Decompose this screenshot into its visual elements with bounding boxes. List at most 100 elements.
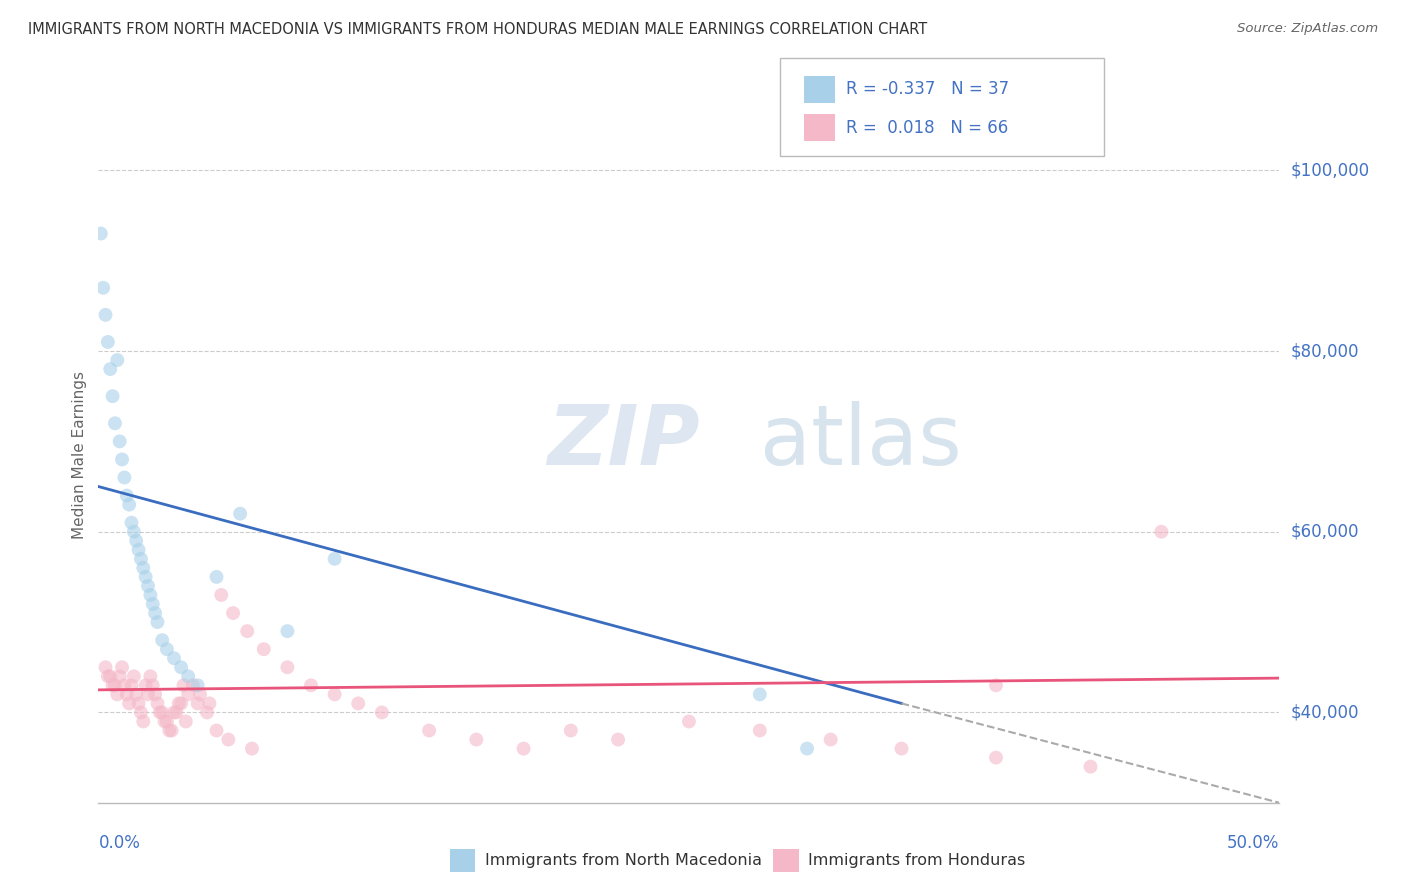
Point xyxy=(890,741,912,756)
Point xyxy=(163,651,186,665)
Point xyxy=(122,669,145,683)
Point xyxy=(156,714,179,729)
Point xyxy=(128,542,150,557)
Text: ZIP: ZIP xyxy=(547,401,700,482)
Point xyxy=(129,551,152,566)
Text: IMMIGRANTS FROM NORTH MACEDONIA VS IMMIGRANTS FROM HONDURAS MEDIAN MALE EARNINGS: IMMIGRANTS FROM NORTH MACEDONIA VS IMMIG… xyxy=(28,22,928,37)
Point xyxy=(418,723,440,738)
Point xyxy=(170,697,193,711)
Point xyxy=(139,669,162,683)
Text: R =  0.018   N = 66: R = 0.018 N = 66 xyxy=(846,119,1008,136)
Point xyxy=(560,723,582,738)
Point xyxy=(94,660,117,674)
Point xyxy=(136,579,159,593)
Point xyxy=(150,706,173,720)
Point xyxy=(195,706,218,720)
Text: Immigrants from North Macedonia: Immigrants from North Macedonia xyxy=(485,854,762,868)
Text: $60,000: $60,000 xyxy=(1291,523,1360,541)
Point xyxy=(91,281,114,295)
Point xyxy=(115,687,138,701)
Point xyxy=(90,227,112,241)
Point xyxy=(820,732,842,747)
Point xyxy=(143,687,166,701)
Point xyxy=(177,669,200,683)
Point xyxy=(371,706,394,720)
Point xyxy=(198,697,221,711)
Point xyxy=(129,706,152,720)
Point xyxy=(94,308,117,322)
Text: Immigrants from Honduras: Immigrants from Honduras xyxy=(808,854,1026,868)
Point xyxy=(111,660,134,674)
Point xyxy=(101,389,124,403)
Point xyxy=(748,687,770,701)
Point xyxy=(1080,759,1102,773)
Point xyxy=(205,723,228,738)
Point xyxy=(97,669,120,683)
Point xyxy=(112,678,135,692)
Point xyxy=(121,678,143,692)
Point xyxy=(205,570,228,584)
Point xyxy=(678,714,700,729)
Point xyxy=(253,642,276,657)
Point xyxy=(170,660,193,674)
Point xyxy=(125,687,148,701)
Point xyxy=(153,714,176,729)
Point xyxy=(118,697,141,711)
Point xyxy=(111,452,134,467)
Point xyxy=(104,417,127,431)
Point xyxy=(188,687,211,701)
Text: $80,000: $80,000 xyxy=(1291,342,1360,360)
Point xyxy=(748,723,770,738)
Point xyxy=(108,669,131,683)
Point xyxy=(150,633,173,648)
Text: atlas: atlas xyxy=(759,401,962,482)
Point xyxy=(142,597,165,611)
Point xyxy=(236,624,259,639)
Point xyxy=(122,524,145,539)
Point xyxy=(984,750,1007,764)
Point xyxy=(135,678,157,692)
Point xyxy=(187,678,209,692)
Point xyxy=(146,697,169,711)
Point xyxy=(98,669,121,683)
Point xyxy=(984,678,1007,692)
Point xyxy=(132,714,155,729)
Point xyxy=(98,362,121,376)
Text: $100,000: $100,000 xyxy=(1291,161,1369,179)
Point xyxy=(177,687,200,701)
Point xyxy=(163,706,186,720)
Point xyxy=(139,588,162,602)
Point xyxy=(132,561,155,575)
Point xyxy=(142,678,165,692)
Point xyxy=(229,507,252,521)
Point xyxy=(165,706,187,720)
Point xyxy=(157,723,180,738)
Point xyxy=(222,606,245,620)
Point xyxy=(112,470,135,484)
Point xyxy=(217,732,239,747)
Point xyxy=(125,533,148,548)
Point xyxy=(181,678,204,692)
Point xyxy=(174,714,197,729)
Point xyxy=(143,606,166,620)
Point xyxy=(105,353,128,368)
Point xyxy=(276,624,298,639)
Point xyxy=(276,660,298,674)
Point xyxy=(172,678,194,692)
Text: Source: ZipAtlas.com: Source: ZipAtlas.com xyxy=(1237,22,1378,36)
Point xyxy=(240,741,263,756)
Text: 0.0%: 0.0% xyxy=(98,834,141,852)
Point xyxy=(146,615,169,629)
Point xyxy=(323,551,346,566)
Point xyxy=(135,570,157,584)
Point xyxy=(105,687,128,701)
Point xyxy=(607,732,630,747)
Point xyxy=(118,498,141,512)
Point xyxy=(209,588,232,602)
Y-axis label: Median Male Earnings: Median Male Earnings xyxy=(72,371,87,539)
Point xyxy=(299,678,322,692)
Text: 50.0%: 50.0% xyxy=(1227,834,1279,852)
Point xyxy=(347,697,370,711)
Point xyxy=(1150,524,1173,539)
Point xyxy=(104,678,127,692)
